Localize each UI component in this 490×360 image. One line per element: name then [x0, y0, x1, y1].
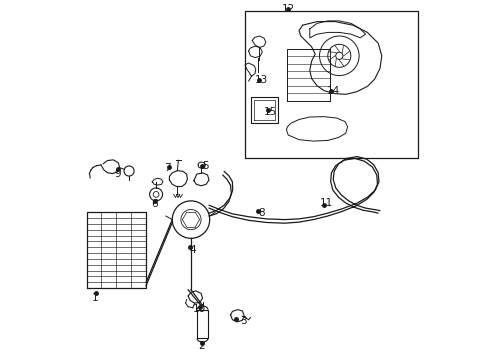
Text: 3: 3 [240, 316, 246, 326]
Text: 12: 12 [282, 4, 295, 14]
Text: 1: 1 [92, 293, 99, 303]
Text: 7: 7 [164, 163, 171, 174]
Text: 8: 8 [258, 208, 265, 218]
Text: 15: 15 [264, 107, 277, 117]
Text: 11: 11 [319, 198, 333, 208]
Text: 6: 6 [151, 199, 158, 210]
Text: 14: 14 [326, 86, 340, 96]
Text: 5: 5 [202, 161, 209, 171]
Text: 13: 13 [255, 75, 268, 85]
Text: 2: 2 [198, 341, 205, 351]
Text: 9: 9 [114, 168, 121, 179]
Text: 4: 4 [190, 245, 196, 255]
Text: 10: 10 [193, 304, 205, 314]
